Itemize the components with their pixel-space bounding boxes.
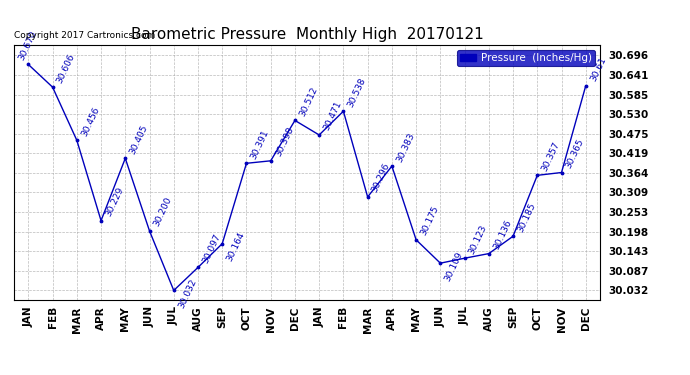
Text: 30.097: 30.097 (201, 232, 222, 265)
Text: 30.538: 30.538 (346, 76, 368, 108)
Text: Copyright 2017 Cartronics.com: Copyright 2017 Cartronics.com (14, 31, 155, 40)
Text: 30.200: 30.200 (152, 196, 174, 228)
Text: 30.61: 30.61 (589, 56, 608, 83)
Text: 30.164: 30.164 (225, 231, 246, 263)
Text: 30.175: 30.175 (419, 204, 440, 237)
Text: 30.471: 30.471 (322, 100, 344, 132)
Text: 30.185: 30.185 (516, 201, 538, 234)
Text: 30.391: 30.391 (249, 128, 270, 160)
Text: 30.456: 30.456 (79, 105, 101, 138)
Text: 30.365: 30.365 (564, 137, 586, 170)
Text: 30.109: 30.109 (443, 250, 464, 283)
Text: 30.296: 30.296 (371, 162, 392, 194)
Text: 30.512: 30.512 (297, 85, 319, 118)
Text: 30.383: 30.383 (395, 131, 416, 164)
Text: 30.357: 30.357 (540, 140, 562, 172)
Text: 30.398: 30.398 (273, 126, 295, 158)
Text: 30.670: 30.670 (17, 29, 39, 62)
Text: 30.123: 30.123 (467, 223, 489, 255)
Text: 30.606: 30.606 (55, 52, 77, 84)
Text: 30.032: 30.032 (177, 278, 198, 310)
Legend: Pressure  (Inches/Hg): Pressure (Inches/Hg) (457, 50, 595, 66)
Text: 30.229: 30.229 (104, 186, 126, 218)
Text: 30.136: 30.136 (491, 218, 513, 251)
Title: Barometric Pressure  Monthly High  20170121: Barometric Pressure Monthly High 2017012… (130, 27, 484, 42)
Text: 30.405: 30.405 (128, 123, 150, 156)
